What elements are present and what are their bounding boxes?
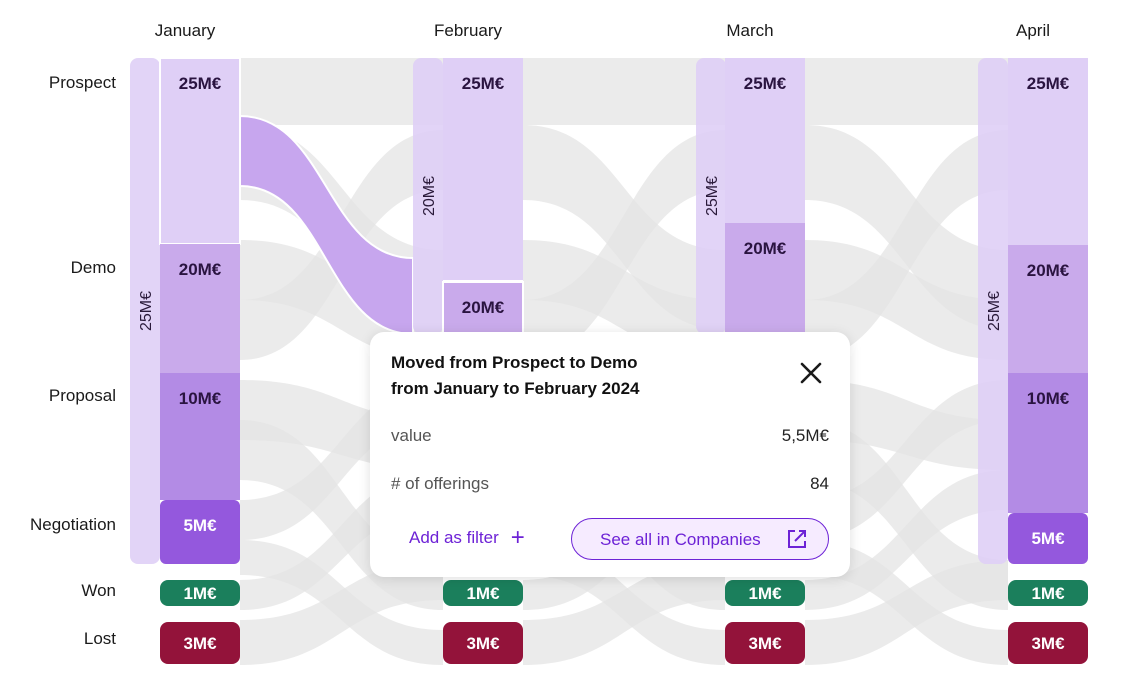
flow-band-9[interactable]: [240, 560, 443, 665]
tooltip-title-line2: from January to February 2024: [391, 379, 640, 398]
total-label-january: 25M€: [138, 291, 155, 331]
offerings-count: 84: [810, 474, 829, 493]
node-value-april-prospect: 25M€: [1027, 74, 1070, 93]
total-bar-layer: 25M€ 20M€ 25M€ 25M€: [130, 58, 1008, 564]
month-label-january: January: [155, 21, 216, 40]
node-january-won[interactable]: [160, 580, 240, 606]
node-april-negotiation[interactable]: [1008, 513, 1088, 564]
node-value-march-won: 1M€: [748, 584, 782, 603]
node-layer: 25M€ 20M€ 10M€ 5M€ 1M€ 3M€ 25M€ 20M€ 1M€ 3M€ 25M€ 2…: [159, 57, 1088, 664]
node-value-january-won: 1M€: [183, 584, 217, 603]
tooltip-value-row: value 5,5M€: [391, 426, 829, 450]
node-value-april-proposal: 10M€: [1027, 389, 1070, 408]
node-april-proposal[interactable]: [1008, 373, 1088, 513]
plus-icon: +: [510, 524, 525, 551]
node-january-prospect[interactable]: [159, 57, 241, 245]
close-icon[interactable]: [796, 358, 826, 388]
stage-label-negotiation: Negotiation: [30, 515, 116, 534]
value-amount: 5,5M€: [781, 426, 829, 445]
node-february-lost[interactable]: [443, 622, 523, 664]
flow-tooltip: Moved from Prospect to Demo from January…: [370, 332, 850, 577]
tooltip-offerings-row: # of offerings 84: [391, 474, 829, 498]
node-april-won[interactable]: [1008, 580, 1088, 606]
node-value-march-demo: 20M€: [744, 239, 787, 258]
tooltip-title-line1: Moved from Prospect to Demo: [391, 353, 638, 372]
node-value-february-won: 1M€: [466, 584, 500, 603]
add-as-filter-label: Add as filter: [409, 528, 499, 547]
node-april-demo[interactable]: [1008, 245, 1088, 373]
node-april-prospect[interactable]: [1008, 58, 1088, 245]
node-value-january-prospect: 25M€: [179, 74, 222, 93]
node-value-january-demo: 20M€: [179, 260, 222, 279]
close-icon-glyph: [800, 362, 822, 384]
month-label-february: February: [434, 21, 503, 40]
node-march-prospect[interactable]: [725, 58, 805, 223]
node-value-april-won: 1M€: [1031, 584, 1065, 603]
flow-band-26[interactable]: [805, 380, 1008, 540]
total-bar-march: [696, 58, 726, 334]
node-value-april-demo: 20M€: [1027, 261, 1070, 280]
node-value-february-lost: 3M€: [466, 634, 500, 653]
label-layer: January February March April Prospect Demo Pro…: [30, 21, 1050, 648]
node-january-negotiation[interactable]: [160, 500, 240, 564]
node-value-february-demo: 20M€: [462, 298, 505, 317]
node-january-demo[interactable]: [160, 244, 240, 373]
node-february-won[interactable]: [443, 580, 523, 606]
node-february-demo[interactable]: [442, 281, 524, 335]
flow-band-24[interactable]: [805, 380, 1008, 470]
flow-band-25[interactable]: [805, 420, 1008, 610]
external-link-icon: [788, 530, 806, 548]
total-bar-january: [130, 58, 160, 564]
flow-band-29[interactable]: [805, 560, 1008, 665]
tooltip-title: Moved from Prospect to Demo from January…: [391, 350, 751, 402]
flow-band-19[interactable]: [523, 560, 725, 665]
node-march-won[interactable]: [725, 580, 805, 606]
node-april-lost[interactable]: [1008, 622, 1088, 664]
flow-band-0[interactable]: [240, 58, 443, 125]
node-value-january-negotiation: 5M€: [183, 516, 217, 535]
node-value-march-lost: 3M€: [748, 634, 782, 653]
node-february-prospect[interactable]: [443, 58, 523, 280]
node-value-april-negotiation: 5M€: [1031, 529, 1065, 548]
flow-band-28[interactable]: [805, 470, 1008, 610]
total-bar-february: [413, 58, 443, 334]
node-value-february-prospect: 25M€: [462, 74, 505, 93]
flow-band-13[interactable]: [523, 130, 725, 360]
stage-label-prospect: Prospect: [49, 73, 116, 92]
total-label-february: 20M€: [421, 176, 438, 216]
flow-band-10[interactable]: [523, 58, 725, 125]
month-label-march: March: [726, 21, 773, 40]
stage-label-lost: Lost: [84, 629, 116, 648]
node-value-january-lost: 3M€: [183, 634, 217, 653]
offerings-label: # of offerings: [391, 474, 489, 493]
see-all-label: See all in Companies: [600, 530, 761, 549]
node-march-demo[interactable]: [725, 223, 805, 333]
stage-label-demo: Demo: [71, 258, 116, 277]
node-january-lost[interactable]: [160, 622, 240, 664]
total-bar-april: [978, 58, 1008, 564]
flow-band-20[interactable]: [805, 58, 1008, 125]
node-january-proposal[interactable]: [160, 373, 240, 500]
flow-band-22[interactable]: [805, 240, 1008, 360]
see-all-in-companies-button[interactable]: See all in Companies: [571, 518, 829, 560]
value-label: value: [391, 426, 432, 445]
stage-label-proposal: Proposal: [49, 386, 116, 405]
month-label-april: April: [1016, 21, 1050, 40]
node-value-april-lost: 3M€: [1031, 634, 1065, 653]
total-label-april: 25M€: [986, 291, 1003, 331]
total-label-march: 25M€: [704, 176, 721, 216]
node-value-march-prospect: 25M€: [744, 74, 787, 93]
flow-band-23[interactable]: [805, 130, 1008, 360]
node-march-lost[interactable]: [725, 622, 805, 664]
add-as-filter-button[interactable]: Add as filter +: [409, 524, 525, 551]
node-value-january-proposal: 10M€: [179, 389, 222, 408]
stage-label-won: Won: [81, 581, 116, 600]
flow-band-12[interactable]: [523, 240, 725, 360]
